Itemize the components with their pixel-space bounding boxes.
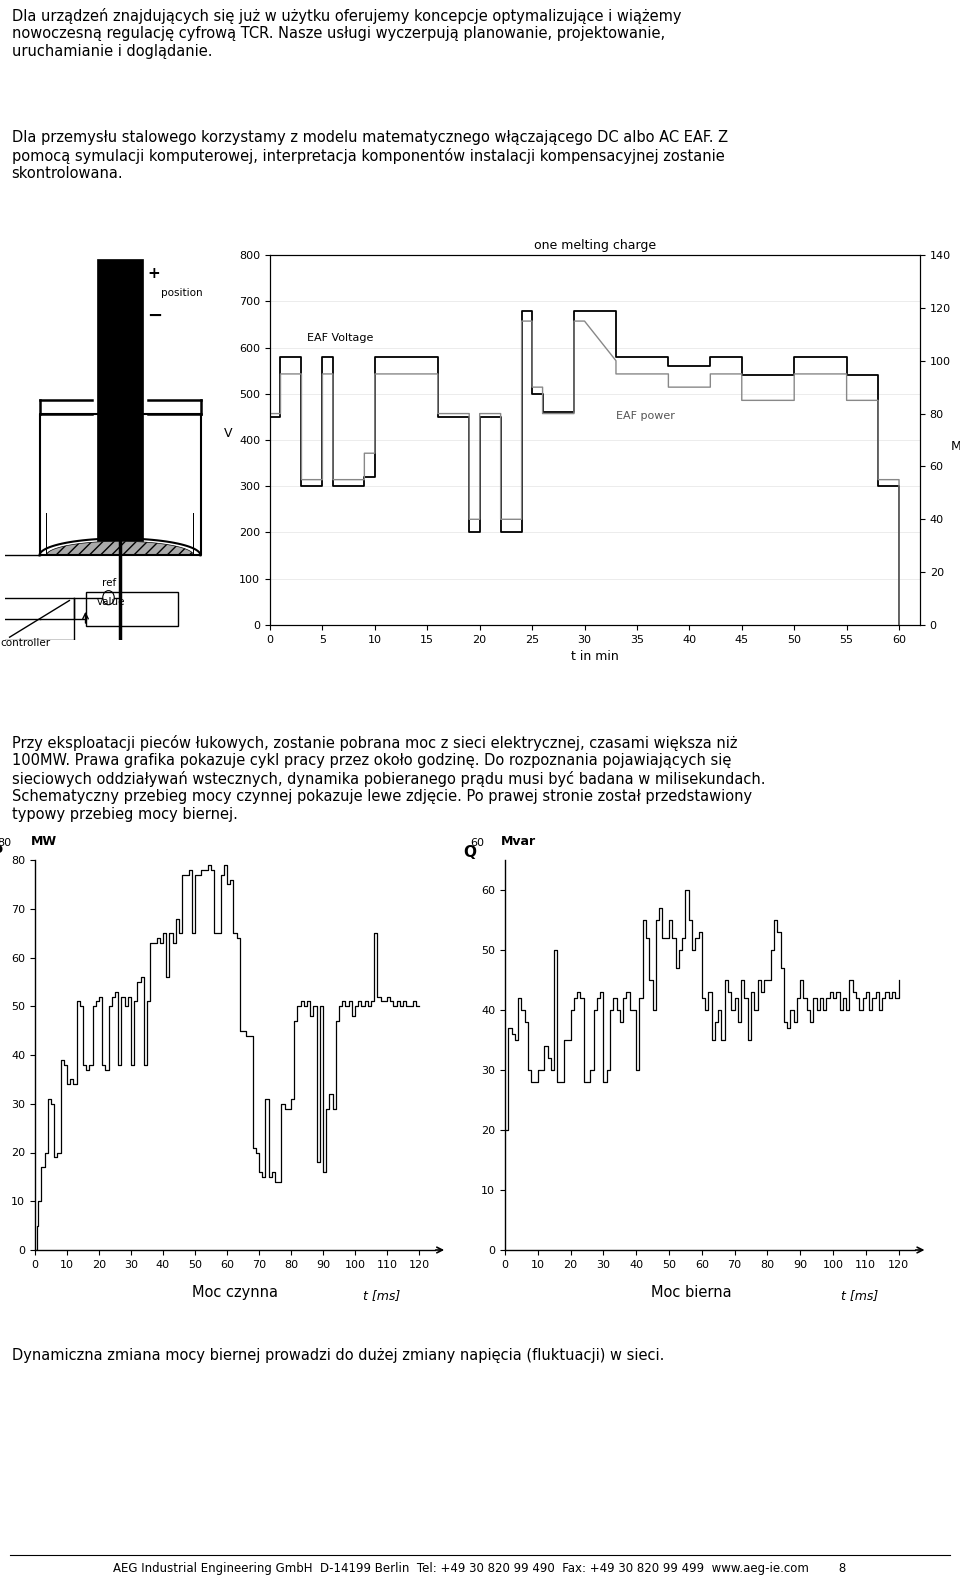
- Text: Dla przemysłu stalowego korzystamy z modelu matematycznego włączającego DC albo : Dla przemysłu stalowego korzystamy z mod…: [12, 130, 728, 180]
- Text: +: +: [148, 266, 160, 281]
- X-axis label: t in min: t in min: [571, 650, 619, 664]
- Text: controller: controller: [0, 637, 51, 648]
- Text: position: position: [161, 288, 203, 297]
- Text: AEG Industrial Engineering GmbH  D-14199 Berlin  Tel: +49 30 820 99 490  Fax: +4: AEG Industrial Engineering GmbH D-14199 …: [113, 1562, 847, 1575]
- Text: EAF power: EAF power: [616, 411, 675, 421]
- Text: MW: MW: [31, 835, 58, 849]
- Text: t [ms]: t [ms]: [841, 1289, 878, 1303]
- Text: Q: Q: [464, 844, 476, 860]
- Text: Moc czynna: Moc czynna: [192, 1285, 278, 1300]
- Text: 60: 60: [470, 838, 485, 849]
- Text: Mvar: Mvar: [501, 835, 536, 849]
- Title: one melting charge: one melting charge: [534, 239, 656, 253]
- Text: Przy eksploatacji pieców łukowych, zostanie pobrana moc z sieci elektrycznej, cz: Przy eksploatacji pieców łukowych, zosta…: [12, 735, 765, 822]
- Y-axis label: MW: MW: [950, 440, 960, 454]
- Text: Moc bierna: Moc bierna: [651, 1285, 732, 1300]
- Y-axis label: V: V: [224, 427, 232, 440]
- Text: Dynamiczna zmiana mocy biernej prowadzi do dużej zmiany napięcia (fluktuacji) w : Dynamiczna zmiana mocy biernej prowadzi …: [12, 1349, 664, 1363]
- Text: 80: 80: [0, 838, 11, 849]
- Text: −: −: [148, 307, 163, 324]
- Text: t [ms]: t [ms]: [363, 1289, 400, 1303]
- Polygon shape: [97, 259, 143, 541]
- Polygon shape: [46, 514, 194, 555]
- Text: Dla urządzeń znajdujących się już w użytku oferujemy koncepcje optymalizujące i : Dla urządzeń znajdujących się już w użyt…: [12, 8, 681, 58]
- Text: P: P: [0, 844, 3, 860]
- Text: value: value: [97, 596, 126, 607]
- Text: ref: ref: [102, 579, 116, 588]
- Text: EAF Voltage: EAF Voltage: [306, 332, 373, 343]
